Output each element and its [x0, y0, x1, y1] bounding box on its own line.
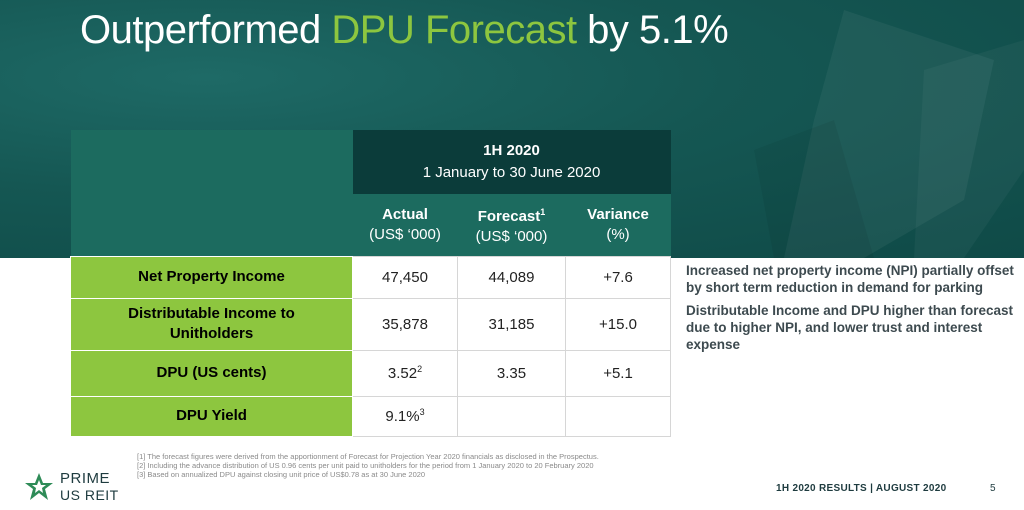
forecast-value: [457, 395, 566, 437]
commentary: Increased net property income (NPI) part…: [686, 262, 1016, 359]
page-number: 5: [990, 483, 996, 494]
variance-value: +15.0: [564, 297, 672, 351]
logo-text-line2: US REIT: [60, 487, 119, 503]
row-label: DPU Yield: [70, 395, 353, 437]
forecast-value: 44,089: [457, 255, 566, 299]
actual-value: 47,450: [352, 255, 458, 299]
table-row: Net Property Income 47,450 44,089 +7.6: [70, 255, 672, 299]
financial-summary-table: 1H 2020 1 January to 30 June 2020 Actual…: [70, 130, 672, 437]
actual-value: 3.522: [352, 349, 458, 397]
footer-results-label: 1H 2020 RESULTS | AUGUST 2020: [776, 483, 947, 494]
actual-value: 35,878: [352, 297, 458, 351]
forecast-value: 31,185: [457, 297, 566, 351]
column-header-variance: Variance (%): [565, 194, 671, 256]
row-label: Net Property Income: [70, 255, 353, 299]
table-header-blank: [70, 130, 353, 256]
decorative-star-graphic: [754, 10, 1024, 258]
actual-value: 9.1%3: [352, 395, 458, 437]
column-header-forecast: Forecast1 (US$ ‘000): [457, 194, 566, 256]
commentary-item: Distributable Income and DPU higher than…: [686, 303, 1014, 352]
variance-value: +7.6: [564, 255, 672, 299]
prime-us-reit-logo: PRIME US REIT: [24, 470, 134, 506]
commentary-item: Increased net property income (NPI) part…: [686, 263, 1014, 295]
footnote: [2] Including the advance distribution o…: [137, 461, 594, 470]
footnote: [3] Based on annualized DPU against clos…: [137, 470, 426, 479]
variance-value: +5.1: [564, 349, 672, 397]
row-label: DPU (US cents): [70, 349, 353, 397]
page-title: Outperformed DPU Forecast by 5.1%: [80, 8, 729, 52]
footnote: [1] The forecast figures were derived fr…: [137, 452, 599, 461]
logo-text-line1: PRIME: [60, 470, 111, 487]
period-header: 1H 2020 1 January to 30 June 2020: [352, 130, 671, 194]
row-label: Distributable Income to Unitholders: [70, 297, 353, 351]
table-row: Distributable Income to Unitholders 35,87…: [70, 297, 672, 351]
variance-value: [564, 395, 672, 437]
forecast-value: 3.35: [457, 349, 566, 397]
table-row: DPU (US cents) 3.522 3.35 +5.1: [70, 349, 672, 397]
star-logo-icon: [25, 473, 53, 500]
footnotes: [1] The forecast figures were derived fr…: [137, 452, 599, 479]
column-header-actual: Actual (US$ ‘000): [352, 194, 458, 256]
table-row: DPU Yield 9.1%3: [70, 395, 672, 437]
